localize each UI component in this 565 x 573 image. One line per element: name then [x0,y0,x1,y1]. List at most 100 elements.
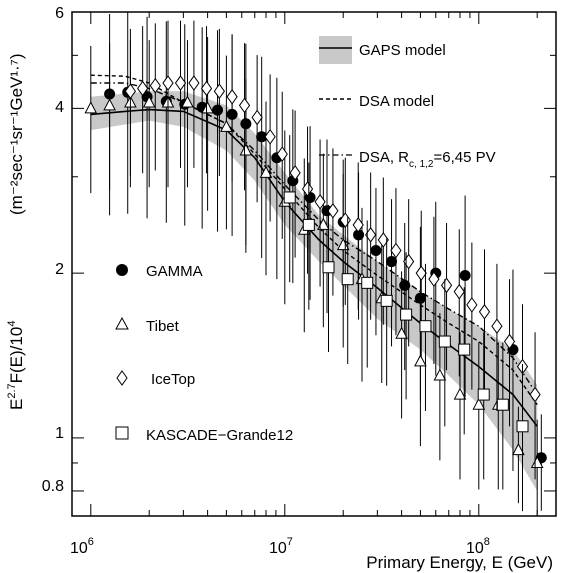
data-point-gamma [386,256,398,268]
data-point-tibet [201,101,214,114]
data-point-icetop [491,318,503,335]
legend-label-icetop: IceTop [151,371,195,388]
data-point-gamma [212,104,224,116]
y-axis-units: (m⁻²sec⁻¹sr⁻¹GeV¹·⁷) [7,54,26,216]
data-point-icetop [149,77,161,94]
data-point-icetop [314,193,326,210]
data-point-icetop [352,217,364,233]
data-point-icetop [415,265,427,282]
y-tick-label: 4 [55,99,64,116]
svg-text:E2.7F(E)/104: E2.7F(E)/104 [6,321,26,410]
data-point-kascade [302,218,315,231]
data-point-kascade [438,335,451,348]
data-point-icetop [390,242,402,259]
data-point-tibet [395,326,408,339]
data-point-kascade [380,294,393,307]
data-point-tibet [472,397,486,410]
data-point-kascade [283,191,296,204]
data-point-tibet [239,143,253,156]
data-point-icetop [251,109,263,126]
points-layer [84,12,547,516]
line-dashdot [90,82,538,395]
data-point-icetop [478,303,491,320]
data-point-icetop [124,83,137,100]
data-point-kascade [419,320,432,333]
legend-band-swatch [319,36,352,64]
data-point-icetop [529,386,541,403]
y-tick-label: 1 [55,425,64,442]
x-tick-label: 106 [70,536,94,557]
data-point-icetop [453,283,465,300]
data-point-icetop [503,333,516,350]
y-tick-label: 2 [55,261,64,278]
data-point-tibet [512,443,525,456]
legend-marker-kascade [115,426,129,440]
data-point-tibet [414,354,427,367]
data-point-kascade [496,398,509,411]
data-point-icetop [200,80,213,97]
data-point-kascade [341,273,354,286]
data-point-icetop [264,128,276,145]
data-point-tibet [181,95,194,108]
data-point-kascade [400,308,413,321]
data-point-icetop [226,88,238,105]
data-point-icetop [289,164,301,181]
data-point-tibet [103,98,116,111]
data-point-icetop [377,232,389,248]
data-point-icetop [327,202,339,219]
lines-layer [90,74,538,427]
data-point-tibet [317,217,330,230]
data-point-kascade [458,343,471,356]
data-point-icetop [174,75,187,91]
legend-markers: GAMMA Tibet IceTop KASCADE−Grande12 [115,263,293,444]
data-point-icetop [213,83,225,100]
data-point-tibet [142,95,156,108]
data-point-tibet [453,387,467,400]
data-point-icetop [137,80,149,97]
svg-text:(m⁻²sec⁻¹sr⁻¹GeV¹·⁷): (m⁻²sec⁻¹sr⁻¹GeV¹·⁷) [7,54,26,216]
line-dashed [90,74,538,406]
y-tick-label: 6 [55,5,64,22]
data-point-kascade [516,420,529,433]
data-point-icetop [276,146,288,162]
data-point-gamma [459,270,471,282]
data-point-icetop [428,271,440,288]
data-point-icetop [238,97,251,114]
legend-label-kascade: KASCADE−Grande12 [146,427,293,444]
legend-label-tibet: Tibet [146,318,180,335]
legend-label-gaps: GAPS model [359,42,446,59]
y-axis-title: E2.7F(E)/104 [6,321,26,410]
data-point-tibet [259,165,273,178]
y-tick-label: 0.8 [42,478,64,495]
legend-marker-gamma [116,264,128,276]
data-point-tibet [530,455,544,468]
x-tick-label: 108 [466,536,490,557]
legend-marker-tibet [115,316,129,330]
ticks-layer [72,11,556,516]
legend-top: GAPS model DSA model DSA, Rc, 1,2=6,45 P… [319,36,496,170]
data-point-icetop [440,277,453,294]
data-point-tibet [433,368,447,381]
data-point-tibet [336,238,350,251]
legend-label-dsa-rc: DSA, Rc, 1,2=6,45 PV [359,149,496,170]
plot-frame [71,11,557,517]
data-point-gamma [414,292,426,304]
x-tick-label: 107 [269,536,293,557]
data-point-icetop [162,75,174,91]
data-point-tibet [220,119,233,132]
legend-marker-icetop [116,370,128,386]
data-point-gamma [370,244,382,256]
data-point-icetop [188,75,200,91]
legend-label-dsa: DSA model [359,93,434,110]
x-axis-title: Primary Energy, E (GeV) [366,553,553,572]
data-point-kascade [322,261,335,274]
line-solid [90,108,538,427]
data-point-icetop [301,181,314,197]
data-point-tibet [84,101,98,114]
legend-label-gamma: GAMMA [146,263,203,280]
data-point-kascade [361,276,374,289]
data-point-kascade [477,388,490,401]
data-point-gamma [256,131,268,143]
data-point-icetop [466,297,478,313]
